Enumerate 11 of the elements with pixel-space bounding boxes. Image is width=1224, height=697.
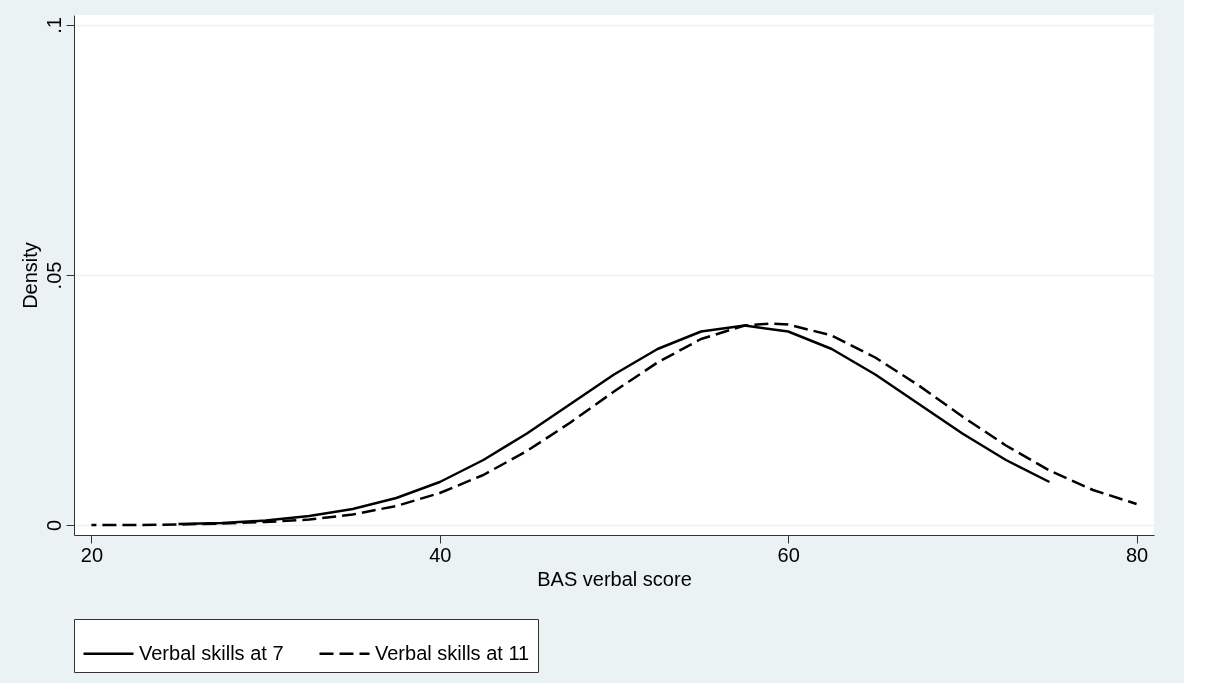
x-tick-label: 40 (429, 543, 452, 566)
x-tick-label: 20 (80, 543, 104, 566)
x-tick-label: 60 (777, 543, 800, 566)
y-tick-label: .05 (42, 261, 65, 290)
y-axis-title: Density (18, 242, 41, 309)
y-tick-label: 0 (42, 519, 65, 532)
legend-label: Verbal skills at 7 (139, 641, 284, 664)
x-tick-label: 80 (1125, 543, 1149, 566)
y-tick-label: .1 (42, 17, 65, 34)
x-axis-title: BAS verbal score (537, 567, 692, 590)
legend-label: Verbal skills at 11 (375, 641, 530, 664)
